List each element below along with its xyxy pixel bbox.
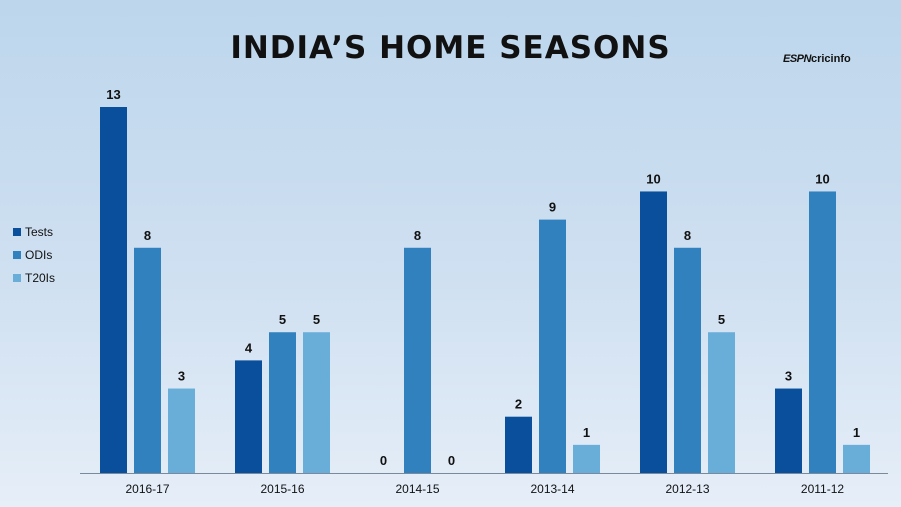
x-tick-label-2013-14: 2013-14 bbox=[530, 482, 574, 496]
legend-label-tests: Tests bbox=[25, 224, 54, 239]
bar-tests-2015-16 bbox=[235, 360, 262, 473]
chart-legend: Tests ODIs T20Is bbox=[13, 220, 55, 289]
bar-t20is-2015-16 bbox=[303, 332, 330, 473]
data-label-tests-2012-13: 10 bbox=[646, 171, 660, 186]
bar-tests-2011-12 bbox=[775, 388, 802, 473]
bar-odis-2016-17 bbox=[134, 247, 161, 473]
bar-t20is-2012-13 bbox=[708, 332, 735, 473]
bar-t20is-2013-14 bbox=[573, 444, 600, 473]
legend-swatch-tests bbox=[13, 227, 21, 236]
data-label-odis-2014-15: 8 bbox=[414, 228, 421, 243]
legend-label-t20is: T20Is bbox=[25, 270, 56, 285]
data-label-tests-2014-15: 0 bbox=[380, 453, 387, 468]
legend-item-tests: Tests bbox=[13, 220, 55, 243]
data-label-odis-2013-14: 9 bbox=[549, 200, 556, 215]
data-label-t20is-2011-12: 1 bbox=[853, 425, 860, 440]
bar-odis-2014-15 bbox=[404, 247, 431, 473]
bar-odis-2011-12 bbox=[809, 191, 836, 473]
data-label-t20is-2015-16: 5 bbox=[313, 312, 320, 327]
x-tick-label-2014-15: 2014-15 bbox=[395, 482, 439, 496]
data-label-t20is-2016-17: 3 bbox=[178, 369, 185, 384]
x-tick-label-2016-17: 2016-17 bbox=[125, 482, 169, 496]
bar-odis-2015-16 bbox=[269, 332, 296, 473]
data-label-tests-2015-16: 4 bbox=[245, 340, 253, 355]
data-label-odis-2016-17: 8 bbox=[144, 228, 151, 243]
data-label-t20is-2013-14: 1 bbox=[583, 425, 590, 440]
bar-t20is-2016-17 bbox=[168, 388, 195, 473]
bar-t20is-2011-12 bbox=[843, 444, 870, 473]
brand-cricinfo: cricinfo bbox=[810, 53, 851, 65]
bar-odis-2013-14 bbox=[539, 219, 566, 473]
legend-swatch-t20is bbox=[13, 273, 21, 282]
x-tick-label-2012-13: 2012-13 bbox=[665, 482, 709, 496]
data-label-odis-2015-16: 5 bbox=[279, 312, 286, 327]
brand-espn: ESPN bbox=[783, 53, 811, 65]
chart-title: INDIA’S HOME SEASONS bbox=[230, 30, 671, 66]
data-label-tests-2016-17: 13 bbox=[106, 87, 120, 102]
bar-odis-2012-13 bbox=[674, 247, 701, 473]
legend-item-t20is: T20Is bbox=[13, 266, 55, 289]
data-label-t20is-2014-15: 0 bbox=[448, 453, 455, 468]
legend-swatch-odis bbox=[13, 250, 21, 259]
data-label-t20is-2012-13: 5 bbox=[718, 312, 725, 327]
bar-tests-2012-13 bbox=[640, 191, 667, 473]
bar-tests-2016-17 bbox=[100, 107, 127, 473]
espncricinfo-logo: ESPNcricinfo bbox=[783, 53, 851, 65]
data-label-tests-2013-14: 2 bbox=[515, 397, 522, 412]
data-label-tests-2011-12: 3 bbox=[785, 369, 792, 384]
legend-item-odis: ODIs bbox=[13, 243, 55, 266]
legend-label-odis: ODIs bbox=[25, 247, 53, 262]
x-tick-label-2011-12: 2011-12 bbox=[801, 482, 844, 496]
bar-tests-2013-14 bbox=[505, 416, 532, 473]
data-label-odis-2011-12: 10 bbox=[815, 171, 829, 186]
x-tick-label-2015-16: 2015-16 bbox=[260, 482, 304, 496]
data-label-odis-2012-13: 8 bbox=[684, 228, 691, 243]
